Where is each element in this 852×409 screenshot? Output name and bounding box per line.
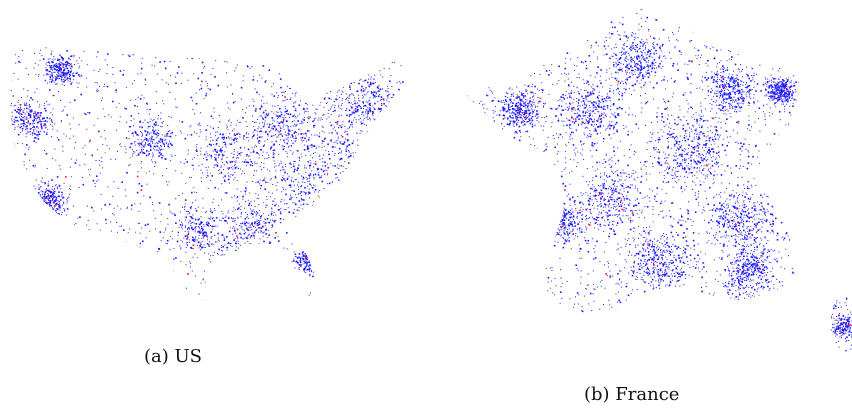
france-density-map (440, 0, 820, 330)
caption-us: (a) US (144, 346, 202, 367)
caption-france: (b) France (584, 384, 680, 405)
corsica-fragment (820, 290, 852, 360)
us-density-map (0, 0, 430, 330)
